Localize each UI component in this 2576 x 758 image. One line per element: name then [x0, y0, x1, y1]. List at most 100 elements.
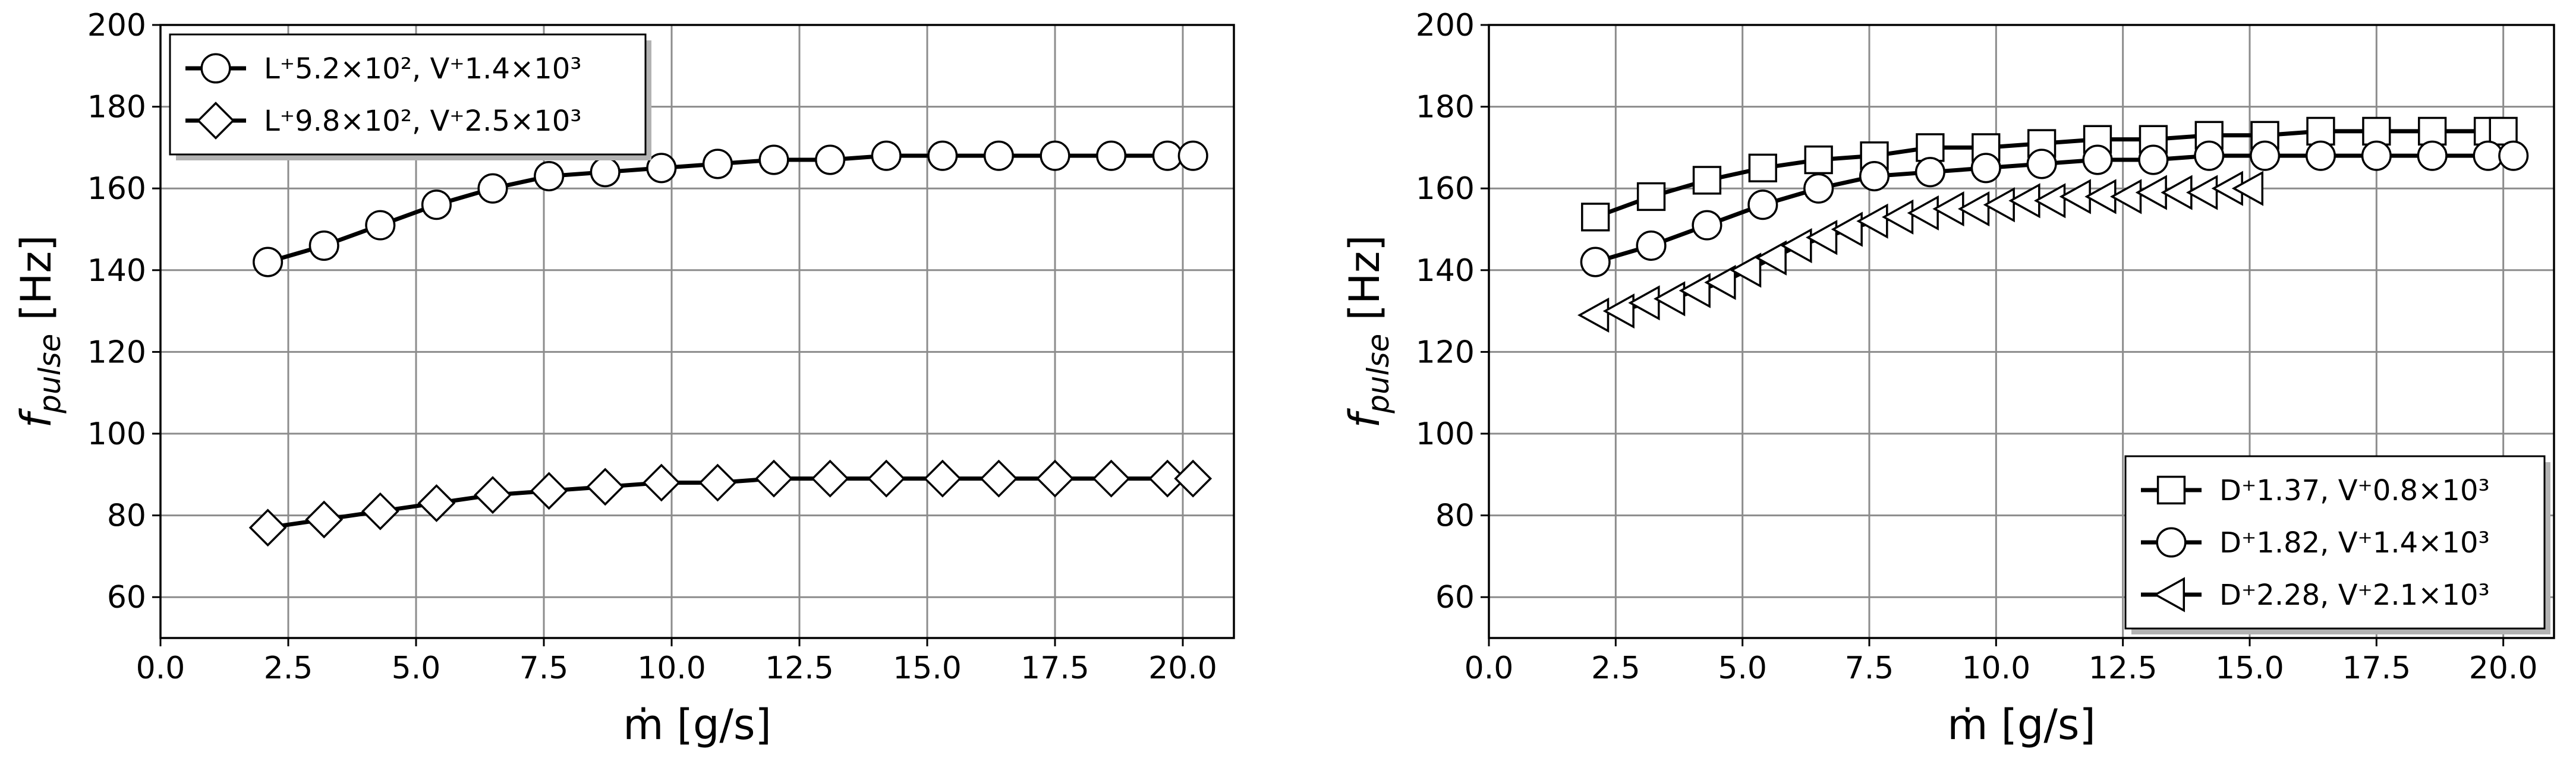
data-point [1148, 459, 1187, 498]
data-point [646, 153, 677, 184]
data-point [305, 500, 344, 539]
data-point [1859, 161, 1890, 192]
data-point [421, 190, 452, 220]
x-tick-label: 15.0 [893, 650, 962, 686]
legend-label: L⁺5.2×10², V⁺1.4×10³ [264, 52, 582, 86]
axes-frame [1488, 24, 2555, 639]
data-point [1152, 140, 1183, 171]
y-tick-label: 100 [87, 416, 146, 452]
data-point [1805, 220, 1838, 255]
data-point [698, 463, 737, 502]
legend-label: L⁺9.8×10², V⁺2.5×10³ [264, 105, 582, 138]
data-point [1580, 247, 1611, 277]
y-tick-label: 180 [1416, 90, 1475, 125]
data-point [361, 492, 399, 530]
data-point [980, 459, 1018, 498]
data-point [1040, 140, 1070, 171]
data-point [248, 509, 287, 547]
series-3 [1577, 170, 2264, 333]
data-point [1653, 281, 1686, 317]
y-tick-label: 200 [1416, 8, 1475, 43]
data-point [1907, 195, 1939, 231]
legend-swatch-marker [200, 53, 231, 84]
data-point [1602, 293, 1635, 329]
data-point [1704, 264, 1736, 301]
legend-box [169, 33, 647, 156]
y-tick-label: 140 [1416, 253, 1475, 289]
data-point [530, 472, 568, 510]
y-tick-label: 80 [1435, 498, 1475, 534]
data-point [1747, 190, 1778, 220]
x-tick-label: 5.0 [1718, 650, 1767, 686]
x-axis-label: ṁ [g/s] [623, 700, 771, 749]
data-point [2418, 116, 2447, 146]
data-point [1983, 187, 2015, 223]
legend-swatch-marker [197, 102, 235, 140]
x-tick-label: 10.0 [1961, 650, 2030, 686]
data-point [867, 459, 906, 498]
data-point [758, 144, 789, 175]
data-point [2082, 144, 2113, 175]
axes-frame [159, 24, 1235, 639]
data-point [923, 459, 962, 498]
data-point [1636, 230, 1667, 261]
data-point [871, 140, 902, 171]
x-tick-label: 7.5 [1845, 650, 1894, 686]
y-tick-label: 80 [107, 498, 146, 534]
data-point [474, 476, 512, 514]
data-point [586, 468, 625, 506]
data-point [1856, 203, 1888, 239]
data-point [1096, 140, 1127, 171]
chart-panel-2: 0.0 2.5 5.0 7.5 10.0 12.5 15.0 17.5 20.0 60 80 100 1… [1340, 8, 2555, 749]
data-point [1692, 210, 1722, 241]
data-point [253, 247, 284, 277]
data-point [983, 140, 1014, 171]
data-point [417, 484, 456, 522]
y-axis-label-subscript: pulse [1361, 334, 1396, 414]
y-tick-label: 180 [87, 90, 146, 125]
x-tick-label: 20.0 [1148, 650, 1217, 686]
y-tick-label: 120 [87, 334, 146, 370]
legend-label: D⁺1.82, V⁺1.4×10³ [2219, 526, 2490, 560]
data-point [1780, 228, 1812, 264]
data-point [2033, 183, 2066, 219]
data-point [1831, 211, 1863, 247]
data-point [755, 459, 793, 498]
data-point [1748, 153, 1777, 182]
x-tick-label: 12.5 [765, 650, 834, 686]
y-axis-label: fpulse [Hz] [1340, 235, 1396, 428]
legend: D⁺1.37, V⁺0.8×10³ D⁺1.82, V⁺1.4×10³ D⁺2.28… [2124, 455, 2550, 634]
data-point [1636, 182, 1666, 211]
data-point [1804, 145, 1833, 175]
x-tick-label: 0.0 [1465, 650, 1514, 686]
data-point [2473, 140, 2503, 171]
series-1 [1581, 116, 2518, 232]
x-tick-label: 17.5 [2342, 650, 2411, 686]
data-point [308, 230, 339, 261]
data-point [2138, 144, 2169, 175]
y-axis-label-subscript: pulse [33, 334, 67, 414]
data-point [2026, 149, 2057, 179]
y-axis-label-unit: [Hz] [1340, 235, 1389, 333]
data-point [1174, 459, 1213, 498]
data-point [1092, 459, 1130, 498]
x-tick-label: 20.0 [2469, 650, 2538, 686]
legend-swatch-marker [2156, 475, 2186, 505]
data-point [2109, 179, 2142, 214]
data-point [1729, 252, 1762, 288]
series-2 [248, 459, 1213, 547]
data-point [2194, 140, 2225, 171]
data-point [2498, 140, 2529, 171]
data-point [1914, 157, 1945, 188]
series-1 [253, 140, 1208, 277]
legend-label: D⁺2.28, V⁺2.1×10³ [2219, 579, 2490, 612]
series-2 [1580, 140, 2529, 277]
data-point [2362, 116, 2391, 146]
data-point [590, 157, 621, 188]
x-tick-label: 12.5 [2089, 650, 2158, 686]
y-tick-label: 60 [107, 580, 146, 615]
data-point [477, 173, 508, 204]
data-point [2250, 140, 2281, 171]
legend-swatch-marker [2153, 577, 2185, 612]
